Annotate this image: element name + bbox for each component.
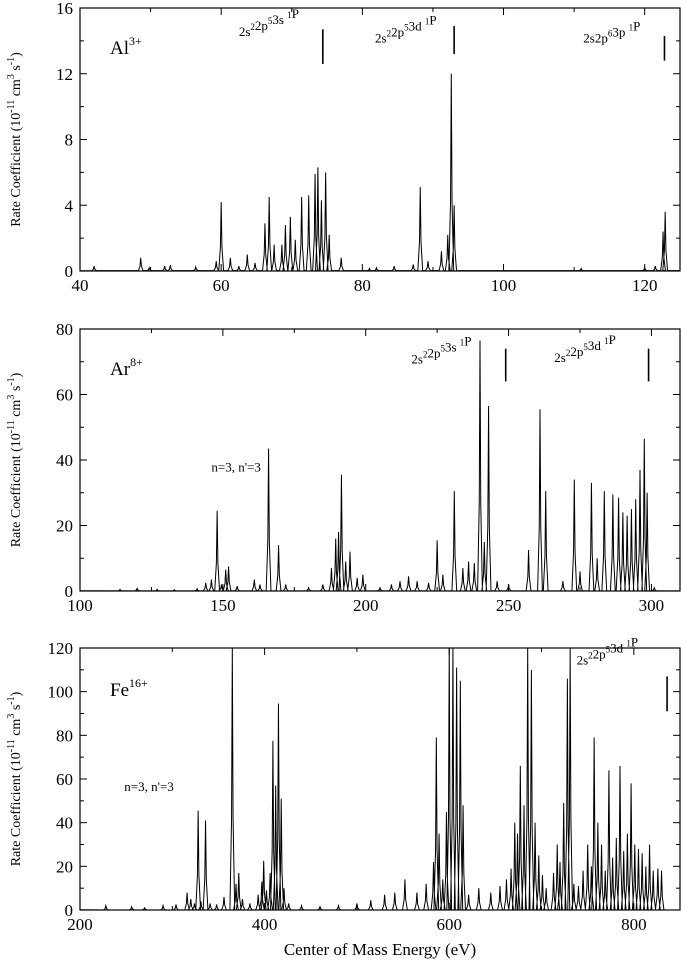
y-axis-title: Rate Coefficient (10-11 cm3 s-1) — [6, 52, 24, 227]
x-tick-label: 400 — [252, 915, 278, 934]
annotation-label: 2s22p53d 1P — [577, 634, 639, 667]
y-tick-label: 20 — [56, 857, 73, 876]
y-tick-label: 40 — [56, 814, 73, 833]
y-axis-title: Rate Coefficient (10-11 cm3 s-1) — [6, 691, 24, 866]
ion-label: Ar8+ — [110, 355, 143, 380]
annotation-label: 2s2p63p 1P — [583, 19, 640, 46]
y-tick-label: 60 — [56, 770, 73, 789]
y-tick-label: 100 — [48, 683, 74, 702]
panel-fe: 200 400 600 800 0 20 40 60 80 100 120 Rate Coeffici… — [6, 634, 681, 934]
spectrum-line — [80, 340, 680, 591]
y-tick-label: 12 — [56, 65, 73, 84]
x-tick-label: 100 — [67, 596, 93, 615]
y-tick-label: 8 — [65, 131, 74, 150]
x-tick-label: 200 — [67, 915, 93, 934]
y-tick-label: 0 — [65, 582, 74, 601]
y-axis-title: Rate Coefficient (10-11 cm3 s-1) — [6, 372, 24, 547]
y-tick-label: 4 — [65, 196, 74, 215]
x-tick-label: 40 — [72, 276, 89, 295]
spectrum-line — [80, 73, 680, 271]
x-axis-title: Center of Mass Energy (eV) — [284, 940, 476, 959]
annotation-label: n=3, n'=3 — [211, 459, 261, 474]
y-tick-label: 80 — [56, 726, 73, 745]
y-tick-label: 120 — [48, 639, 74, 658]
ion-label: Al3+ — [110, 34, 142, 59]
annotation-label: 2s22p53d 1P — [375, 13, 437, 46]
y-tick-label: 60 — [56, 386, 73, 405]
y-tick-label: 16 — [56, 0, 73, 18]
panel-ar: 100 150 200 250 300 0 20 40 60 80 Rate Coefficient… — [6, 320, 681, 615]
x-tick-label: 60 — [213, 276, 230, 295]
annotation-label: 2s22p53d 1P — [554, 332, 616, 365]
annotation-label: 2s22p53s 1P — [411, 333, 471, 366]
x-tick-label: 120 — [632, 276, 658, 295]
y-tick-label: 0 — [65, 262, 74, 281]
plot-frame — [79, 328, 681, 592]
ion-label: Fe16+ — [110, 676, 148, 701]
panel-al: 40 60 80 100 120 0 4 8 12 16 Rate Coefficient (10-… — [6, 0, 681, 295]
x-tick-label: 800 — [621, 915, 647, 934]
x-tick-label: 250 — [496, 596, 522, 615]
annotation-label: n=3, n'=3 — [124, 779, 174, 794]
x-tick-label: 200 — [353, 596, 379, 615]
x-tick-label: 100 — [491, 276, 517, 295]
y-tick-label: 40 — [56, 451, 73, 470]
y-tick-label: 80 — [56, 320, 73, 339]
y-tick-label: 20 — [56, 517, 73, 536]
plot-frame — [79, 7, 681, 272]
x-tick-label: 600 — [436, 915, 462, 934]
x-tick-label: 150 — [210, 596, 236, 615]
annotation-label: 2s22p53s 1P — [239, 6, 299, 39]
y-tick-label: 0 — [65, 901, 74, 920]
x-tick-label: 300 — [639, 596, 665, 615]
x-tick-label: 80 — [354, 276, 371, 295]
